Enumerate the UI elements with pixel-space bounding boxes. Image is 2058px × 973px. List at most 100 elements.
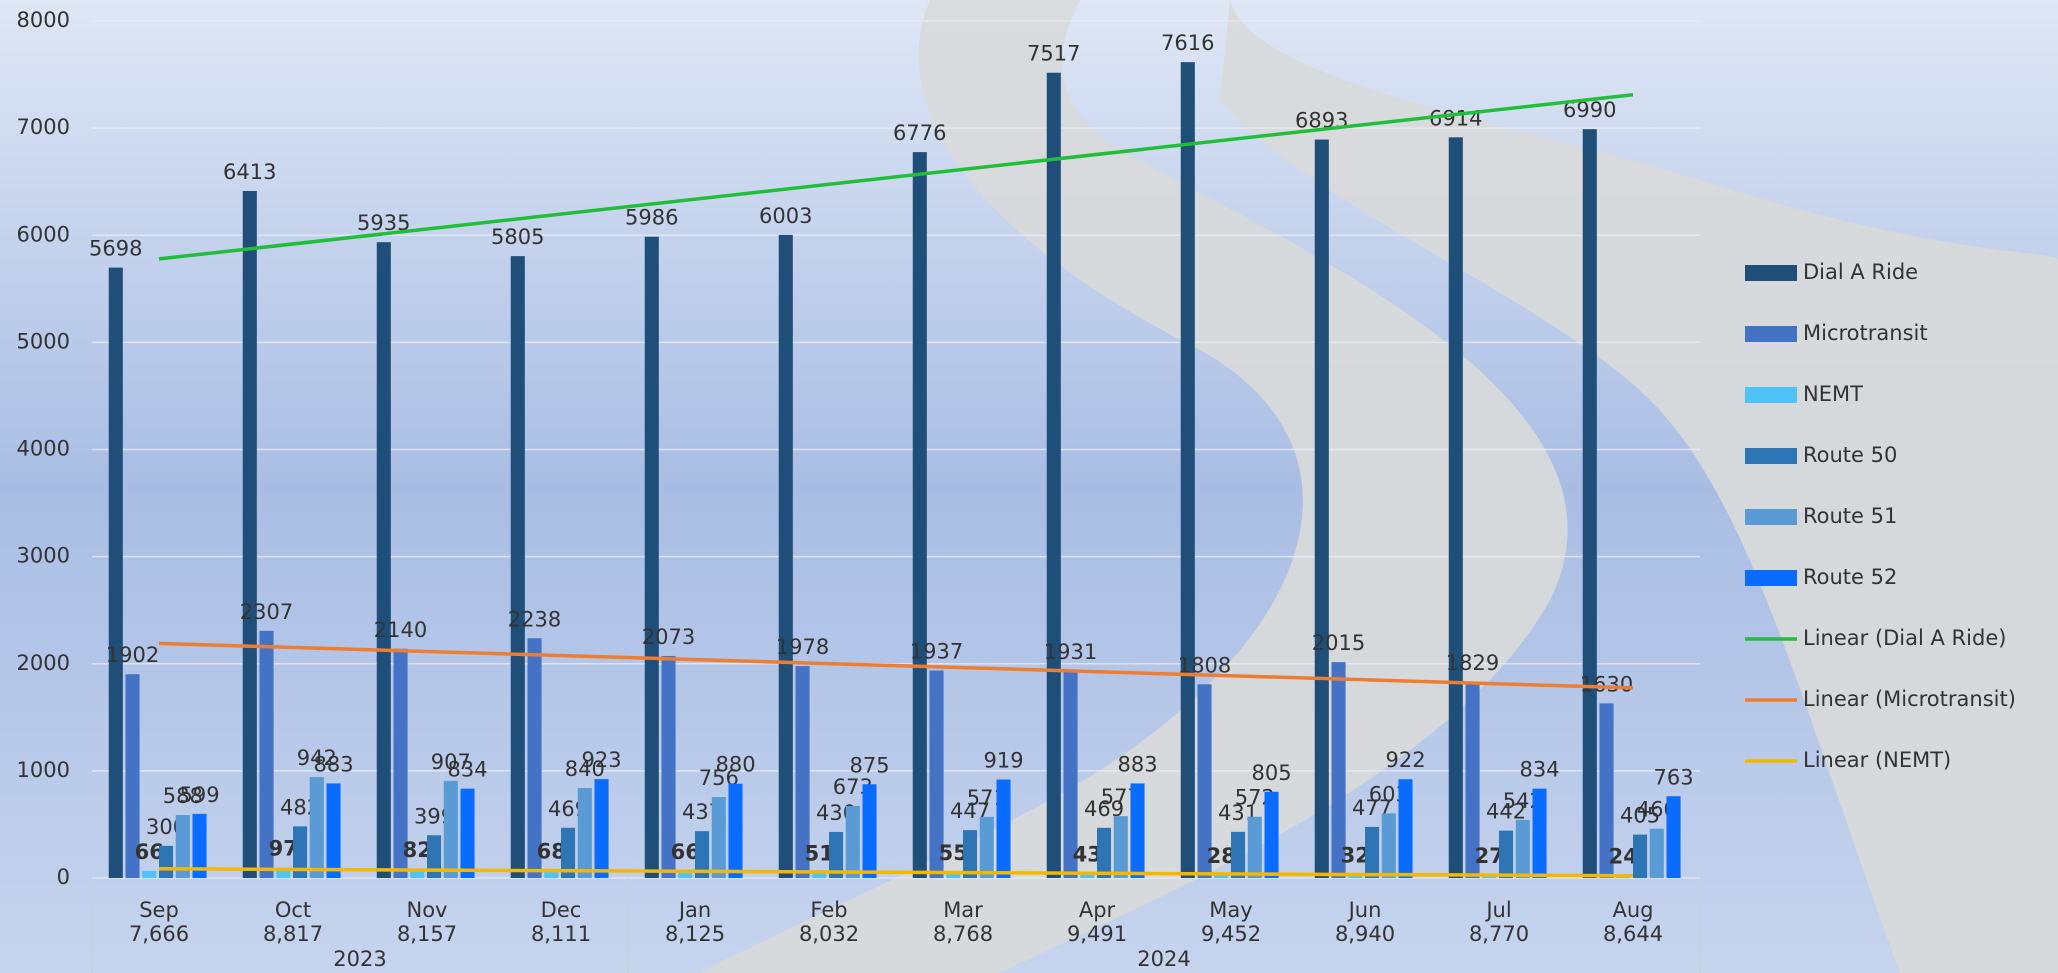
legend-swatch	[1745, 570, 1797, 586]
x-total-label: 8,817	[263, 922, 323, 946]
bar	[1650, 829, 1664, 878]
bar	[712, 797, 726, 878]
legend-swatch	[1745, 265, 1797, 281]
x-total-label: 8,644	[1603, 922, 1663, 946]
bar	[1097, 828, 1111, 878]
bar	[1533, 789, 1547, 878]
x-tick-label: Jul	[1484, 898, 1511, 922]
data-label: 2140	[374, 618, 427, 642]
data-label: 6776	[893, 121, 946, 145]
data-label: 763	[1653, 765, 1693, 789]
x-tick-label: Feb	[810, 898, 847, 922]
data-label: 880	[715, 753, 755, 777]
data-label: 922	[1385, 748, 1425, 772]
x-total-label: 8,768	[933, 922, 993, 946]
bar	[1181, 62, 1195, 878]
legend-label: Linear (Dial A Ride)	[1803, 626, 2006, 650]
bar	[645, 237, 659, 878]
x-tick-label: Oct	[275, 898, 311, 922]
data-label: 1829	[1446, 651, 1499, 675]
bar	[1248, 817, 1262, 878]
y-tick-label: 8000	[17, 8, 70, 32]
legend-swatch	[1745, 387, 1797, 403]
bar	[159, 846, 173, 878]
x-tick-label: Jun	[1347, 898, 1382, 922]
bar	[310, 777, 324, 878]
bar	[1667, 796, 1681, 878]
data-label: 883	[1117, 752, 1157, 776]
bar	[1399, 779, 1413, 878]
bar	[913, 152, 927, 878]
bar	[578, 788, 592, 878]
data-label: 6003	[759, 204, 812, 228]
bar	[1265, 792, 1279, 878]
bar	[1499, 831, 1513, 878]
data-label: 805	[1251, 761, 1291, 785]
legend-label: Route 51	[1803, 504, 1897, 528]
data-label: 7616	[1161, 31, 1214, 55]
bar	[1047, 73, 1061, 878]
data-label: 2238	[508, 607, 561, 631]
legend-swatch	[1745, 448, 1797, 464]
data-label: 7517	[1027, 42, 1080, 66]
x-total-label: 8,157	[397, 922, 457, 946]
x-total-label: 8,940	[1335, 922, 1395, 946]
x-total-label: 8,125	[665, 922, 725, 946]
x-total-label: 8,770	[1469, 922, 1529, 946]
legend-swatch	[1745, 509, 1797, 525]
bar	[1516, 820, 1530, 878]
data-label: 1937	[910, 639, 963, 663]
y-tick-label: 4000	[17, 437, 70, 461]
data-label: 5698	[89, 237, 142, 261]
x-total-label: 7,666	[129, 922, 189, 946]
data-label: 6413	[223, 160, 276, 184]
x-tick-label: Jan	[677, 898, 711, 922]
x-tick-label: Apr	[1079, 898, 1116, 922]
x-tick-label: Aug	[1612, 898, 1653, 922]
legend-label: Route 52	[1803, 565, 1897, 589]
legend-label: Linear (Microtransit)	[1803, 687, 2016, 711]
y-tick-label: 0	[57, 865, 70, 889]
bar	[1583, 129, 1597, 878]
bar	[1365, 827, 1379, 878]
x-tick-label: May	[1209, 898, 1252, 922]
x-total-label: 9,491	[1067, 922, 1127, 946]
bar	[109, 268, 123, 878]
y-tick-label: 3000	[17, 544, 70, 568]
bar	[327, 783, 341, 878]
x-total-label: 8,111	[531, 922, 591, 946]
bar	[963, 830, 977, 878]
data-label: 883	[313, 752, 353, 776]
data-label: 2073	[642, 625, 695, 649]
data-label: 2015	[1312, 631, 1365, 655]
data-label: 1978	[776, 635, 829, 659]
data-label: 1902	[106, 643, 159, 667]
bar	[1382, 813, 1396, 878]
bar	[846, 806, 860, 878]
data-label: 834	[1519, 758, 1559, 782]
bar	[1231, 832, 1245, 878]
x-tick-label: Mar	[943, 898, 983, 922]
bar	[779, 235, 793, 878]
bar	[1315, 140, 1329, 878]
y-tick-label: 2000	[17, 651, 70, 675]
bar	[980, 817, 994, 878]
data-label: 834	[447, 758, 487, 782]
x-group-label: 2023	[333, 947, 386, 971]
y-tick-label: 7000	[17, 115, 70, 139]
bar	[1449, 137, 1463, 878]
legend-swatch	[1745, 326, 1797, 342]
data-label: 923	[581, 748, 621, 772]
y-tick-label: 6000	[17, 222, 70, 246]
bar	[142, 871, 156, 878]
bar	[997, 780, 1011, 878]
bar	[1114, 816, 1128, 878]
bar	[1131, 783, 1145, 878]
data-label: 5986	[625, 206, 678, 230]
y-tick-label: 1000	[17, 758, 70, 782]
legend-label: Route 50	[1803, 443, 1897, 467]
bar	[243, 191, 257, 878]
x-tick-label: Nov	[407, 898, 448, 922]
legend-label: NEMT	[1803, 382, 1863, 406]
data-label: 6914	[1429, 106, 1482, 130]
